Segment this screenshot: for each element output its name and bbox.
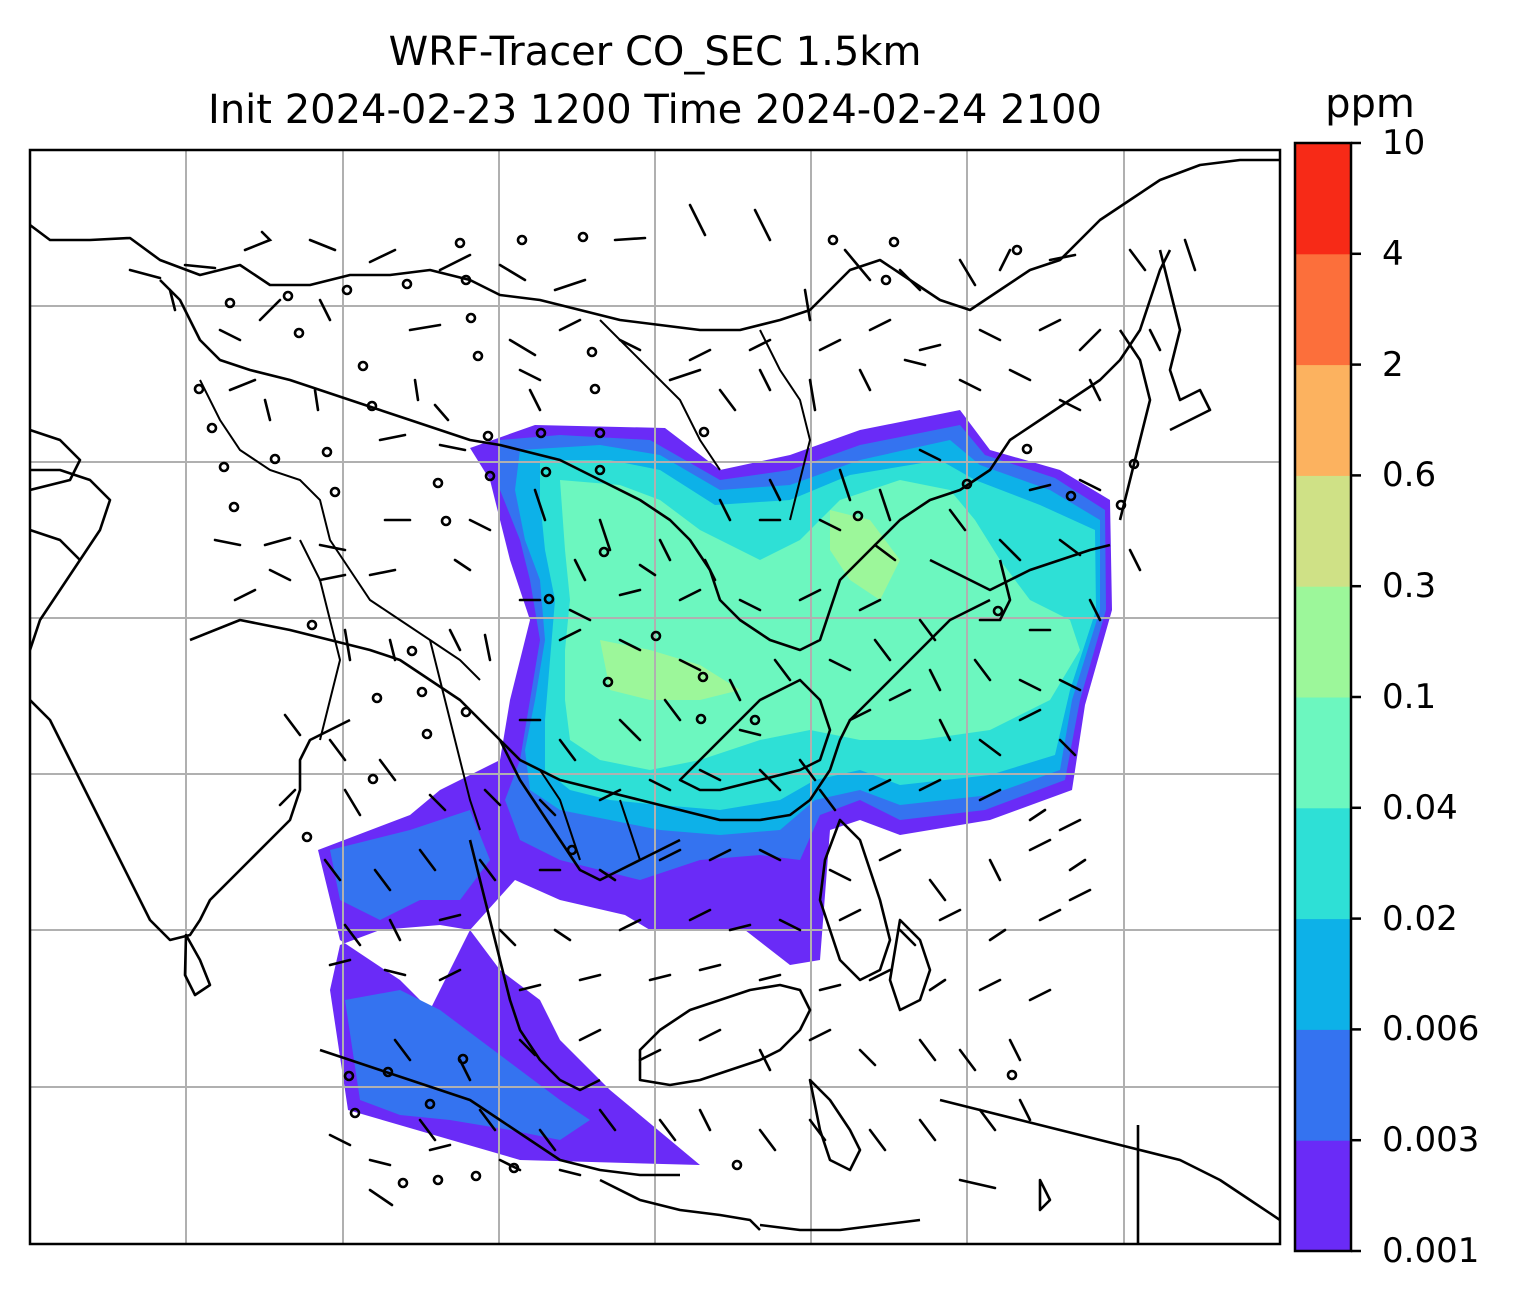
map-title-line2: Init 2024-02-23 1200 Time 2024-02-24 210… [208, 87, 1102, 133]
country-borders [199, 319, 812, 861]
colorbar-tick-label: 10 [1382, 123, 1426, 163]
colorbar-segment [1295, 143, 1351, 255]
colorbar-segment [1295, 1140, 1351, 1252]
tracer-contour-peak [600, 640, 740, 700]
tracer-field [318, 410, 1112, 1165]
colorbar-segment [1295, 1029, 1351, 1141]
colorbar-segment [1295, 364, 1351, 476]
colorbar-tick-label: 0.3 [1382, 566, 1437, 607]
colorbar-tick-label: 0.6 [1382, 455, 1437, 496]
coastlines [30, 158, 1280, 1244]
tracer-contour-low-south2 [345, 990, 590, 1140]
map-gridlines [30, 150, 1280, 1244]
map-area [30, 150, 1280, 1244]
calm-markers [193, 231, 1140, 1189]
map-frame [28, 148, 1282, 1246]
colorbar-segment [1295, 586, 1351, 698]
colorbar-tick-label: 0.003 [1382, 1120, 1480, 1161]
colorbar-tick-label: 0.02 [1382, 898, 1458, 939]
colorbar-tick-label: 2 [1382, 344, 1404, 385]
colorbar-segment [1295, 475, 1351, 587]
colorbar-tick-label: 0.006 [1382, 1009, 1480, 1050]
wind-barbs [128, 203, 1197, 1207]
tracer-contour-low-south [330, 810, 490, 920]
colorbar-segment [1295, 807, 1351, 920]
colorbar-segment [1295, 253, 1351, 366]
map-title-line1: WRF-Tracer CO_SEC 1.5km [388, 29, 922, 75]
colorbar-tick-label: 0.1 [1382, 677, 1437, 717]
colorbar-segment [1295, 918, 1351, 1030]
colorbar-segment [1295, 697, 1351, 809]
colorbar-tick-label: 0.04 [1382, 787, 1458, 828]
colorbar [1293, 141, 1361, 1253]
colorbar-tick-label: 4 [1382, 233, 1404, 274]
colorbar-unit-label: ppm [1325, 81, 1415, 127]
colorbar-tick-label: 0.001 [1382, 1231, 1480, 1271]
